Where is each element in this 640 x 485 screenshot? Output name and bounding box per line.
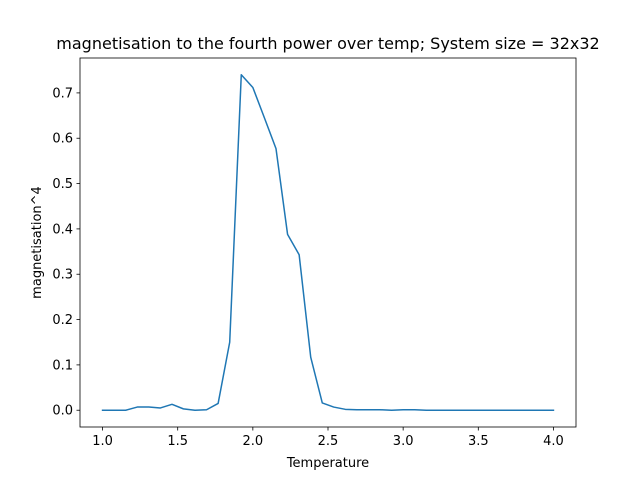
series-line: [101, 74, 555, 411]
x-tick-label: 1.5: [167, 434, 188, 449]
x-tick-label: 1.0: [92, 434, 113, 449]
y-tick-label: 0.6: [52, 132, 73, 147]
y-axis-label: magnetisation^4: [30, 186, 45, 299]
y-tick-label: 0.7: [52, 86, 73, 101]
x-tick-label: 2.5: [318, 434, 339, 449]
y-tick-label: 0.0: [52, 404, 73, 419]
x-tick-label: 3.0: [393, 434, 414, 449]
x-tick-label: 2.0: [243, 434, 264, 449]
axis-ticks: 1.0 1.5 2.0 2.5 3.0 3.5 4.0 0.0 0.1 0.2 0.3 0.4 0.5 0…: [52, 86, 563, 449]
x-tick-label: 4.0: [543, 434, 564, 449]
axes-frame: [79, 57, 577, 428]
chart-title: magnetisation to the fourth power over t…: [56, 34, 599, 53]
y-tick-label: 0.2: [52, 313, 73, 328]
y-tick-label: 0.3: [52, 268, 73, 283]
x-tick-label: 3.5: [468, 434, 489, 449]
y-tick-label: 0.5: [52, 177, 73, 192]
y-tick-label: 0.1: [52, 358, 73, 373]
x-axis-label: Temperature: [286, 456, 369, 471]
y-tick-label: 0.4: [52, 222, 73, 237]
